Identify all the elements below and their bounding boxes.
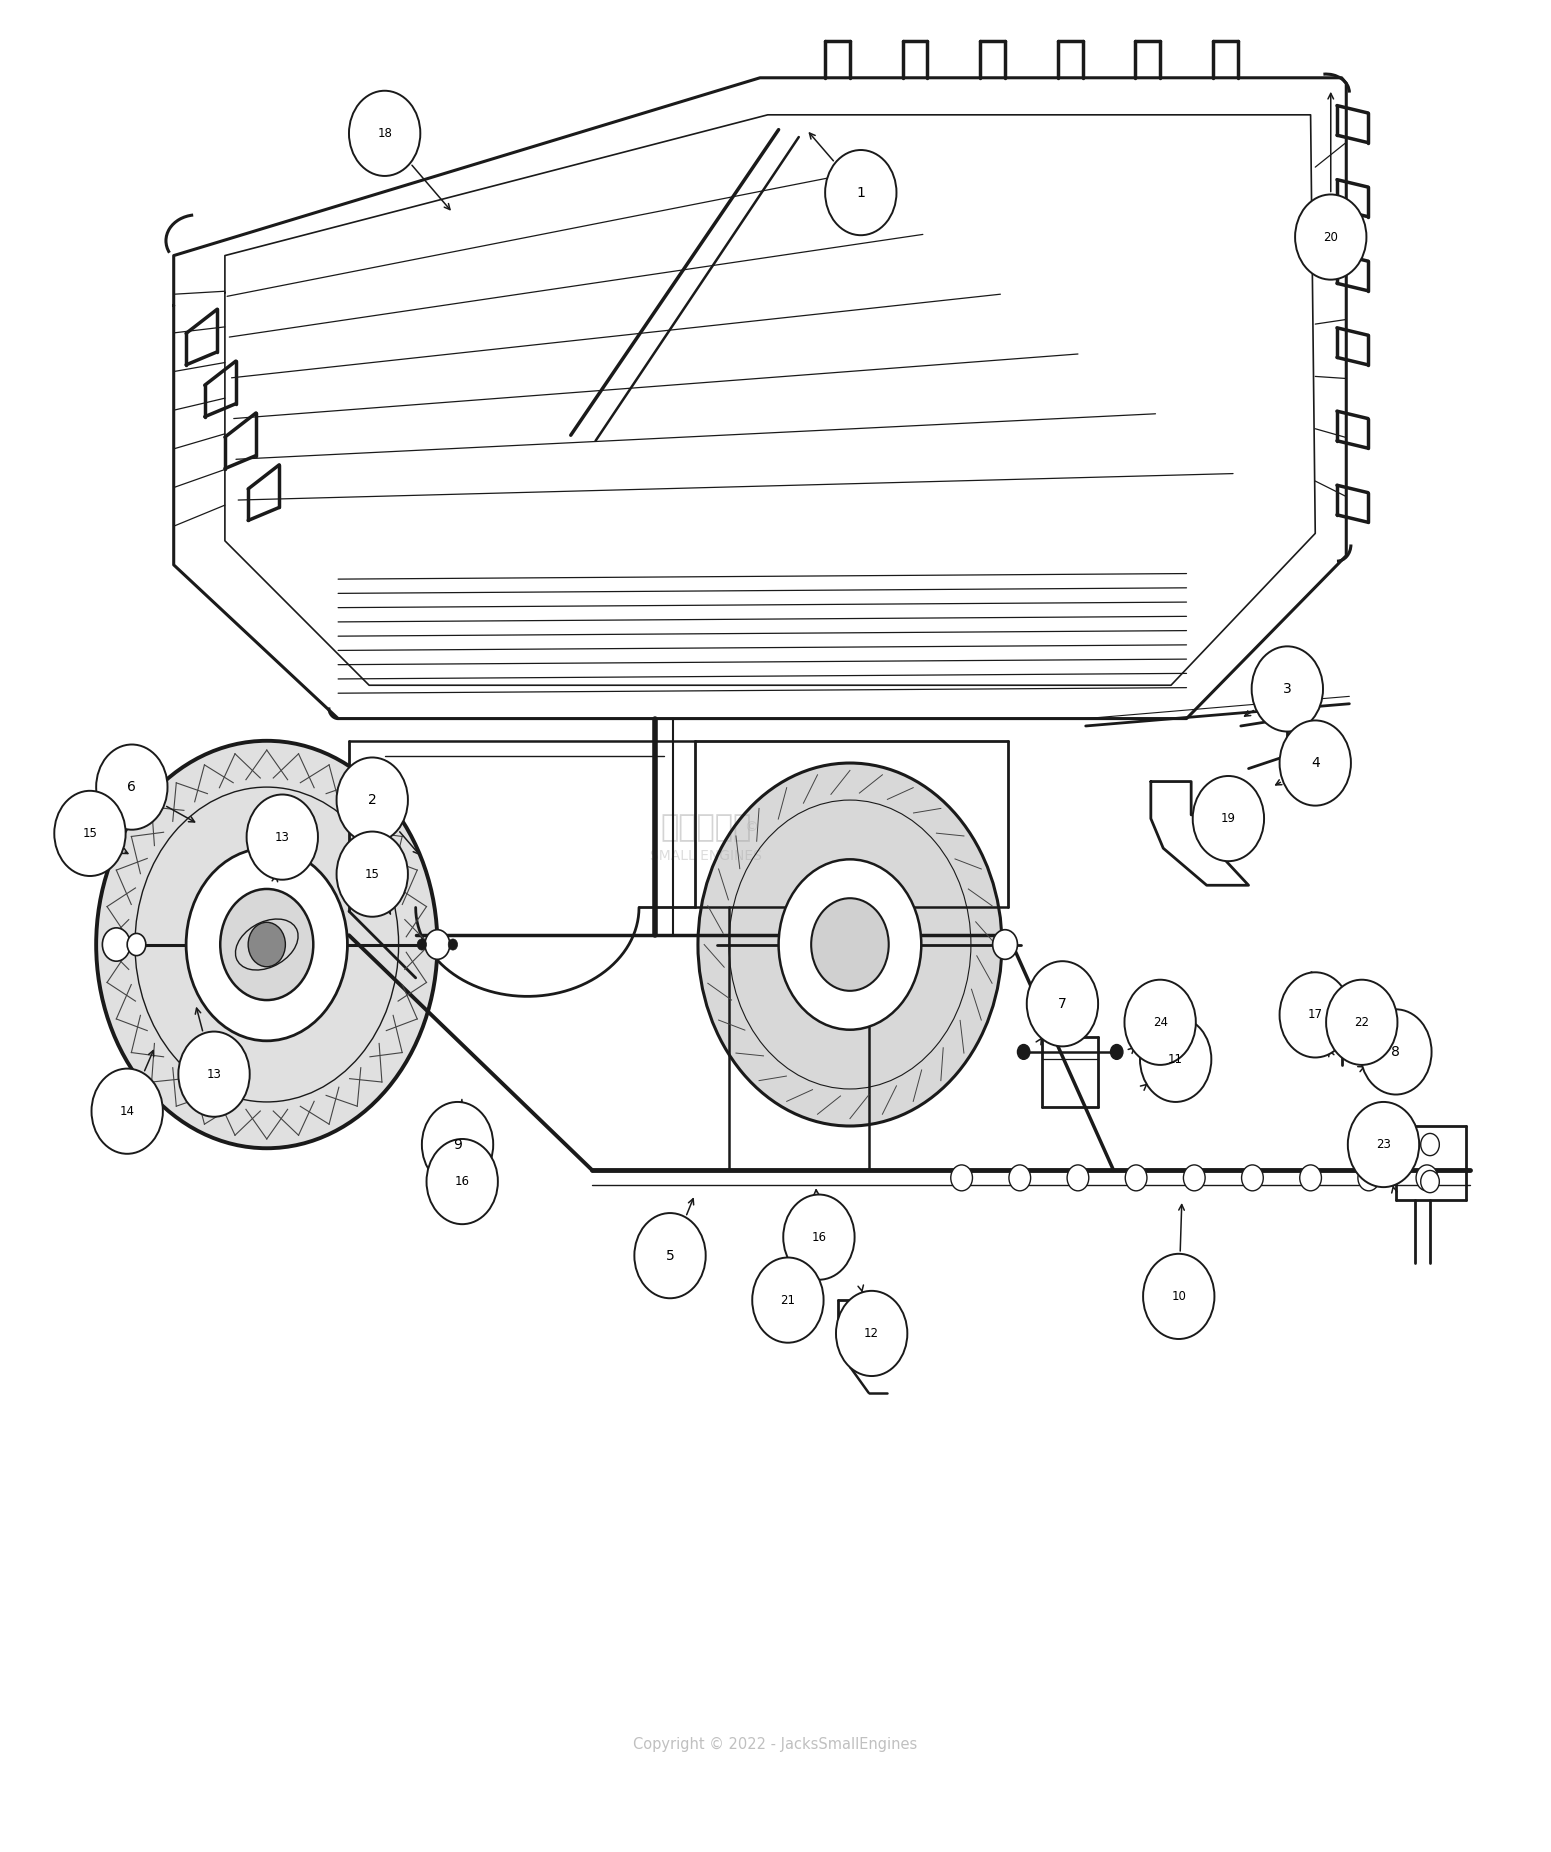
Circle shape <box>448 939 458 950</box>
Text: 8: 8 <box>1391 1045 1401 1059</box>
Circle shape <box>422 1102 493 1187</box>
Circle shape <box>1124 980 1196 1065</box>
Circle shape <box>1027 961 1098 1046</box>
Text: 14: 14 <box>119 1104 135 1119</box>
Text: 2: 2 <box>368 793 377 807</box>
Circle shape <box>634 1213 706 1298</box>
Circle shape <box>1421 1170 1439 1193</box>
Circle shape <box>1280 720 1351 806</box>
Text: 16: 16 <box>454 1174 470 1189</box>
Circle shape <box>349 91 420 176</box>
Circle shape <box>127 933 146 956</box>
Circle shape <box>1252 646 1323 732</box>
Circle shape <box>1008 1165 1030 1191</box>
Text: 21: 21 <box>780 1293 796 1308</box>
Circle shape <box>1140 1017 1211 1102</box>
Text: 6: 6 <box>127 780 136 795</box>
Circle shape <box>779 859 921 1030</box>
Text: 1: 1 <box>856 185 865 200</box>
Text: 20: 20 <box>1323 230 1339 244</box>
Text: 13: 13 <box>206 1067 222 1082</box>
Circle shape <box>811 898 889 991</box>
Circle shape <box>1111 1045 1123 1059</box>
Circle shape <box>825 150 896 235</box>
Circle shape <box>1017 1045 1030 1059</box>
Text: 12: 12 <box>864 1326 879 1341</box>
Circle shape <box>698 763 1002 1126</box>
Text: 16: 16 <box>811 1230 827 1245</box>
Text: ©: © <box>744 820 758 835</box>
Text: 22: 22 <box>1354 1015 1370 1030</box>
Circle shape <box>337 832 408 917</box>
Circle shape <box>247 795 318 880</box>
Circle shape <box>1295 194 1366 280</box>
Circle shape <box>54 791 126 876</box>
Text: 3: 3 <box>1283 682 1292 696</box>
Text: 15: 15 <box>364 867 380 882</box>
Text: Copyright © 2022 - JacksSmallEngines: Copyright © 2022 - JacksSmallEngines <box>633 1737 918 1752</box>
Circle shape <box>102 928 130 961</box>
Circle shape <box>1280 972 1351 1057</box>
Circle shape <box>417 939 427 950</box>
Circle shape <box>1143 1254 1214 1339</box>
Text: 7: 7 <box>1058 996 1067 1011</box>
Text: 17: 17 <box>1307 1007 1323 1022</box>
Circle shape <box>427 1139 498 1224</box>
Text: 23: 23 <box>1376 1137 1391 1152</box>
Circle shape <box>425 930 450 959</box>
Circle shape <box>186 848 347 1041</box>
Text: 13: 13 <box>275 830 290 845</box>
Circle shape <box>96 745 168 830</box>
Text: 24: 24 <box>1152 1015 1168 1030</box>
Circle shape <box>1360 1009 1432 1095</box>
Circle shape <box>1326 980 1397 1065</box>
Circle shape <box>1126 1165 1148 1191</box>
Text: 10: 10 <box>1171 1289 1187 1304</box>
Circle shape <box>1416 1165 1438 1191</box>
Text: 11: 11 <box>1168 1052 1183 1067</box>
Circle shape <box>1359 1165 1380 1191</box>
Text: 5: 5 <box>665 1248 675 1263</box>
Circle shape <box>1241 1165 1263 1191</box>
Circle shape <box>1193 776 1264 861</box>
Circle shape <box>1183 1165 1205 1191</box>
Text: 15: 15 <box>82 826 98 841</box>
Circle shape <box>993 930 1017 959</box>
Circle shape <box>1067 1165 1089 1191</box>
Text: SMALL ENGINES: SMALL ENGINES <box>650 848 762 863</box>
Circle shape <box>836 1291 907 1376</box>
Circle shape <box>1348 1102 1419 1187</box>
Text: 19: 19 <box>1221 811 1236 826</box>
Circle shape <box>178 1032 250 1117</box>
Circle shape <box>337 757 408 843</box>
Text: 18: 18 <box>377 126 392 141</box>
Circle shape <box>1421 1133 1439 1156</box>
Text: 𝒥𝒶𝒸𝓀𝓈: 𝒥𝒶𝒸𝓀𝓈 <box>661 813 751 843</box>
Circle shape <box>783 1195 855 1280</box>
Circle shape <box>248 922 285 967</box>
Text: 4: 4 <box>1311 756 1320 770</box>
Circle shape <box>220 889 313 1000</box>
Circle shape <box>1300 1165 1321 1191</box>
Circle shape <box>951 1165 972 1191</box>
Circle shape <box>752 1258 824 1343</box>
Text: 9: 9 <box>453 1137 462 1152</box>
Circle shape <box>96 741 437 1148</box>
Circle shape <box>92 1069 163 1154</box>
